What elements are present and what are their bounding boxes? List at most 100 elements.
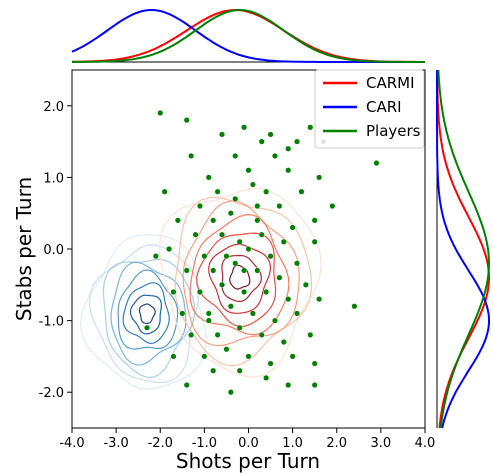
player-point [316, 296, 323, 303]
player-point [232, 260, 239, 267]
carmi-contour-level [208, 243, 272, 314]
player-point [271, 317, 278, 324]
x-tick-label: 0.0 [238, 436, 259, 451]
player-point [196, 203, 203, 210]
player-point [214, 188, 221, 195]
carmi-contour-level [174, 196, 313, 367]
carmi-contour-level [229, 264, 251, 290]
player-point [241, 124, 248, 131]
player-point [236, 324, 243, 331]
cari-contour-level [122, 282, 170, 345]
player-point [249, 181, 256, 188]
player-point [219, 281, 226, 288]
player-point [254, 267, 261, 274]
player-point [210, 367, 217, 374]
player-point [157, 109, 164, 116]
player-point [179, 310, 186, 317]
player-point [205, 317, 212, 324]
player-point [285, 145, 292, 152]
player-point [289, 353, 296, 360]
player-point [302, 281, 309, 288]
player-point [316, 174, 323, 181]
player-point [188, 331, 195, 338]
player-point [144, 324, 151, 331]
x-tick-label: 2.0 [326, 436, 347, 451]
player-point [241, 288, 248, 295]
carmi-contour-level [221, 254, 263, 303]
player-point [280, 238, 287, 245]
player-point [271, 152, 278, 159]
player-point [232, 195, 239, 202]
top-marginal [71, 8, 425, 63]
cari-contour-level [79, 234, 207, 390]
carmi-contour-level [189, 213, 290, 336]
player-point [294, 138, 301, 145]
x-tick-label: -4.0 [59, 436, 84, 451]
carmi-contour-level [182, 200, 300, 347]
player-point [258, 138, 265, 145]
player-point [311, 360, 318, 367]
x-tick-label: -1.0 [192, 436, 217, 451]
player-point [263, 188, 270, 195]
player-point [183, 267, 190, 274]
cari-contour-level [129, 294, 163, 335]
right-density-cari [436, 70, 491, 429]
legend-label-carmi: CARMI [366, 74, 415, 92]
player-point [329, 203, 336, 210]
player-point [192, 231, 199, 238]
legend-box [314, 69, 425, 149]
player-point [351, 303, 358, 310]
player-point [219, 231, 226, 238]
y-tick-label: 1.0 [43, 171, 64, 186]
player-point [170, 288, 177, 295]
player-point [236, 367, 243, 374]
player-point [161, 188, 168, 195]
player-point [166, 245, 173, 252]
player-point [298, 188, 305, 195]
cari-contour-level [102, 258, 196, 378]
y-tick-label: -2.0 [39, 386, 64, 401]
player-point [307, 331, 314, 338]
player-point [170, 353, 177, 360]
x-tick-label: 4.0 [415, 436, 436, 451]
player-point [289, 224, 296, 231]
player-point [254, 203, 261, 210]
cari-contours [79, 234, 207, 390]
player-point [285, 296, 292, 303]
x-tick-label: -3.0 [103, 436, 128, 451]
player-point [245, 245, 252, 252]
player-point [205, 310, 212, 317]
y-tick-label: -1.0 [39, 315, 64, 330]
player-point [232, 152, 239, 159]
player-point [205, 174, 212, 181]
top-density-cari [71, 9, 425, 63]
player-point [227, 210, 234, 217]
player-point [258, 231, 265, 238]
player-point [152, 253, 159, 260]
x-tick-label: 3.0 [371, 436, 392, 451]
player-point [241, 267, 248, 274]
player-point [276, 203, 283, 210]
player-point [267, 360, 274, 367]
player-point [267, 131, 274, 138]
player-point [258, 331, 265, 338]
carmi-contours [158, 187, 322, 378]
player-point [174, 217, 181, 224]
right-marginal [436, 69, 491, 429]
players-points [144, 109, 380, 396]
player-point [223, 253, 230, 260]
player-point [236, 238, 243, 245]
player-point [311, 382, 318, 389]
player-point [227, 303, 234, 310]
y-ticks: 2.0 1.0 0.0 -1.0 -2.0 [39, 100, 72, 401]
legend-label-cari: CARI [366, 98, 402, 116]
legend: CARMI CARI Players [314, 69, 425, 149]
x-ticks: -4.0 -3.0 -2.0 -1.0 0.0 1.0 2.0 3.0 4.0 [59, 428, 435, 451]
cari-contour-level [88, 244, 200, 384]
carmi-contour-level [158, 187, 322, 378]
player-point [201, 253, 208, 260]
player-point [285, 167, 292, 174]
player-point [223, 346, 230, 353]
player-point [210, 267, 217, 274]
